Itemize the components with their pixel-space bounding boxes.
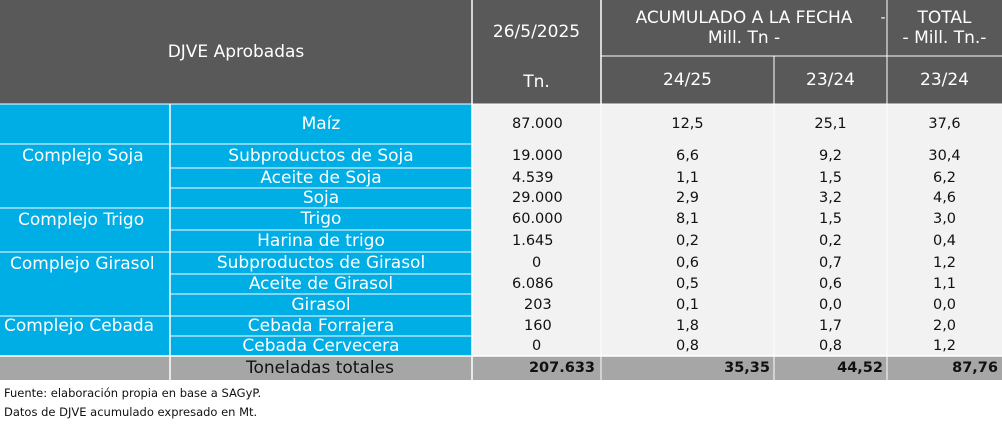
footnote-source: Fuente: elaboración propia en base a SAG… [4,386,262,400]
value-total: 6,2 [887,168,1002,188]
value-acc-2324: 1,7 [774,316,887,336]
value-acc-2425: 8,1 [601,208,774,230]
value-acc-2324: 9,2 [774,144,887,168]
header-unit-tn: Tn. [472,60,601,104]
totals-label: Toneladas totales [170,356,472,380]
header-col-total-2324: 23/24 [887,56,1002,104]
value-acc-2425: 0,1 [601,294,774,316]
value-total: 0,4 [887,230,1002,252]
group-soja: Complejo Soja [0,144,170,208]
totals-blank [0,356,170,380]
value-total: 1,2 [887,252,1002,274]
value-tn: 60.000 [472,208,601,230]
totals-tn: 207.633 [472,356,601,380]
djve-table: DJVE Aprobadas 26/5/2025 Tn. ACUMULADO A… [0,0,1002,380]
product-label: Aceite de Girasol [170,274,472,294]
value-acc-2324: 1,5 [774,208,887,230]
value-tn: 6.086 [472,274,601,294]
header-total-line2: - Mill. Tn.- [902,28,987,48]
value-acc-2324: 25,1 [774,104,887,144]
value-acc-2425: 1,1 [601,168,774,188]
value-total: 4,6 [887,188,1002,208]
product-label: Cebada Forrajera [170,316,472,336]
value-total: 2,0 [887,316,1002,336]
value-acc-2425: 2,9 [601,188,774,208]
product-label: Cebada Cervecera [170,336,472,356]
value-tn: 29.000 [472,188,601,208]
totals-acc-2425: 35,35 [601,356,774,380]
value-acc-2324: 0,0 [774,294,887,316]
header-acumulado-dash: - [878,8,888,28]
header-acumulado-line1: ACUMULADO A LA FECHA [635,8,853,28]
product-label: Maíz [170,104,472,144]
product-label: Subproductos de Girasol [170,252,472,274]
value-total: 30,4 [887,144,1002,168]
totals-total: 87,76 [887,356,1002,380]
value-acc-2425: 0,6 [601,252,774,274]
value-acc-2425: 0,8 [601,336,774,356]
value-acc-2425: 0,2 [601,230,774,252]
group-trigo: Complejo Trigo [0,208,170,252]
header-acumulado: ACUMULADO A LA FECHA Mill. Tn - [601,0,887,56]
group-empty-maiz [0,104,170,144]
value-tn: 0 [472,252,601,274]
value-acc-2324: 0,6 [774,274,887,294]
header-total: TOTAL - Mill. Tn.- [887,0,1002,56]
product-label: Aceite de Soja [170,168,472,188]
value-total: 1,2 [887,336,1002,356]
product-label: Soja [170,188,472,208]
group-cebada: Complejo Cebada [0,316,170,356]
totals-acc-2324: 44,52 [774,356,887,380]
value-acc-2324: 3,2 [774,188,887,208]
header-col-2324: 23/24 [774,56,887,104]
value-acc-2425: 1,8 [601,316,774,336]
value-tn: 203 [472,294,601,316]
header-date: 26/5/2025 [472,0,601,60]
header-col-2425: 24/25 [601,56,774,104]
value-acc-2425: 6,6 [601,144,774,168]
value-tn: 87.000 [472,104,601,144]
product-label: Harina de trigo [170,230,472,252]
value-tn: 1.645 [472,230,601,252]
value-tn: 0 [472,336,601,356]
value-acc-2425: 12,5 [601,104,774,144]
value-acc-2425: 0,5 [601,274,774,294]
product-label: Trigo [170,208,472,230]
footnote-units: Datos de DJVE acumulado expresado en Mt. [4,405,258,419]
value-total: 37,6 [887,104,1002,144]
header-total-line1: TOTAL [917,8,972,28]
value-tn: 19.000 [472,144,601,168]
value-acc-2324: 0,8 [774,336,887,356]
value-total: 3,0 [887,208,1002,230]
value-acc-2324: 0,7 [774,252,887,274]
value-total: 1,1 [887,274,1002,294]
product-label: Subproductos de Soja [170,144,472,168]
value-total: 0,0 [887,294,1002,316]
value-acc-2324: 1,5 [774,168,887,188]
value-tn: 160 [472,316,601,336]
value-acc-2324: 0,2 [774,230,887,252]
value-tn: 4.539 [472,168,601,188]
group-girasol: Complejo Girasol [0,252,170,316]
product-label: Girasol [170,294,472,316]
header-title: DJVE Aprobadas [0,0,472,104]
header-acumulado-line2: Mill. Tn - [707,28,781,48]
